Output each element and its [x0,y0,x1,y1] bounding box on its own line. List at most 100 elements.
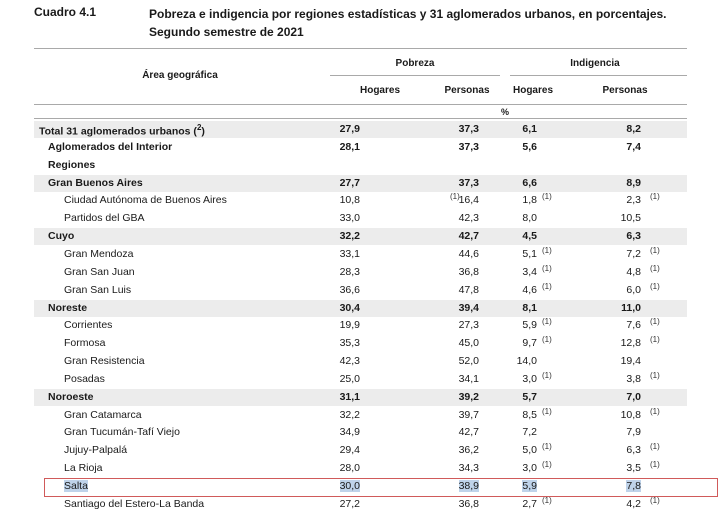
cell-value: 25,0 [339,372,360,385]
cell-value: 19,9 [339,319,360,332]
cell-footnote: 1 [650,442,660,451]
cell-value: 4,6 [522,283,537,296]
cell-value: 36,2 [458,444,479,457]
cell-footnote: 1 [542,442,552,451]
row-label-text: Gran Mendoza [64,247,134,260]
cell-value: 28,3 [339,265,360,278]
cell-value: 5,1 [522,247,537,260]
cell-footnote: 1 [542,496,552,505]
cell-value: 19,4 [620,355,641,368]
cell-value: 29,4 [339,444,360,457]
table-row: Total 31 aglomerados urbanos (2) 27,9 37,3… [34,120,687,138]
row-label: Gran Resistencia [64,355,145,367]
cell-value: 6,6 [522,176,537,189]
row-label: Jujuy-Palpalá [64,444,127,456]
cell-footnote: 1 [542,317,552,326]
row-label-text: Ciudad Autónoma de Buenos Aires [64,194,227,207]
cell-value: 30,0 [339,480,360,492]
cell-footnote: 1 [542,460,552,469]
row-label: Noroeste [48,391,94,403]
row-label-text: Gran Catamarca [64,408,142,421]
cell-value: 33,1 [339,247,360,260]
row-label: Posadas [64,373,105,385]
row-label: Gran Catamarca [64,409,142,421]
row-shading [34,174,687,192]
cell-value: 10,8 [620,408,641,421]
row-label: Formosa [64,337,105,349]
cell-footnote: 1 [542,246,552,255]
cell-value: 3,8 [626,372,641,385]
cell-value: 30,4 [339,301,360,314]
row-label: Corrientes [64,319,112,331]
cell-value: 16,4 [458,194,479,207]
cell-value: 27,7 [339,176,360,189]
row-shading [34,228,687,246]
cell-value: 11,0 [621,301,641,314]
row-label: Gran Buenos Aires [48,177,143,189]
table-row: Regiones [34,156,687,174]
row-label-text: Aglomerados del Interior [48,140,173,153]
table-row: Cuyo 32,2 42,7 4,5 6,3 [34,227,687,245]
table-row: Gran San Luis 36,6 47,8 4,6 1 6,0 1 [34,281,687,299]
cell-value: 34,3 [458,462,479,475]
cell-value: 28,1 [339,140,360,153]
cell-value: 2,3 [626,194,641,207]
table-row: Formosa 35,3 45,0 9,7 1 12,8 1 [34,334,687,352]
header-group-pobreza: Pobreza [395,58,435,69]
cell-value: 9,7 [522,337,537,350]
row-label-text: Total 31 aglomerados urbanos [39,125,191,138]
cell-value: 7,9 [626,426,641,439]
cell-value: 37,3 [458,140,479,153]
rule-group-indigencia [510,75,687,76]
row-label: Gran Tucumán-Tafí Viejo [64,426,180,438]
table-row: La Rioja 28,0 34,3 3,0 1 3,5 1 [34,459,687,477]
cell-value: 45,0 [458,337,479,350]
table-row: Posadas 25,0 34,1 3,0 1 3,8 1 [34,370,687,388]
cell-value: 8,2 [626,123,641,135]
cell-value: 39,4 [458,301,479,314]
header-pobreza-personas: Personas [444,85,490,96]
cell-value: 47,8 [458,283,479,296]
row-label-text: Regiones [48,158,96,171]
cell-footnote: 1 [542,264,552,273]
cell-footnote: 1 [542,192,552,201]
row-label: Noreste [48,302,87,314]
cell-value: 5,6 [522,140,537,153]
cell-footnote: 1 [650,282,660,291]
cell-footnote: 1 [542,282,552,291]
cell-value: 7,8 [626,480,641,492]
row-label-text: Formosa [64,337,106,350]
cell-value: 5,7 [522,390,537,403]
cell-value: 8,1 [522,301,537,314]
row-label-text: Jujuy-Palpalá [64,444,128,457]
cell-value: 4,2 [626,497,641,510]
row-label-text: Gran San Juan [64,265,135,278]
cell-footnote: 1 [650,407,660,416]
cell-value: 39,2 [458,390,479,403]
caption-title: Pobreza e indigencia por regiones estadí… [149,7,667,39]
cell-footnote: 1 [542,407,552,416]
cell-value: 6,1 [522,123,537,135]
row-label-text: Posadas [64,372,105,385]
cell-value: 34,1 [458,372,479,385]
table-row: Ciudad Autónoma de Buenos Aires10,816,41… [34,191,687,209]
cell-value: 7,6 [626,319,641,332]
caption-label: Cuadro 4.1 [34,5,97,19]
table-row: Corrientes 19,9 27,3 5,9 1 7,6 1 [34,316,687,334]
row-label: Aglomerados del Interior [48,141,172,153]
cell-value: 1,8 [522,194,537,207]
header-indigencia-hogares: Hogares [512,85,553,96]
cell-footnote: 1 [650,246,660,255]
cell-value: 3,4 [522,265,537,278]
cell-footnote: 1 [650,317,660,326]
table-row: Santiago del Estero-La Banda 27,2 36,8 2,7 1… [34,495,687,513]
cell-value: 3,5 [626,462,641,475]
cell-value: 34,9 [339,426,360,439]
row-label: La Rioja [64,462,103,474]
row-label: Salta [64,480,88,492]
row-label-text: Gran Tucumán-Tafí Viejo [64,426,180,439]
row-label: Santiago del Estero-La Banda [64,498,204,510]
rule-top [34,48,687,49]
table-row: Noroeste 31,1 39,2 5,7 7,0 [34,388,687,406]
cell-value: 37,3 [458,176,479,189]
